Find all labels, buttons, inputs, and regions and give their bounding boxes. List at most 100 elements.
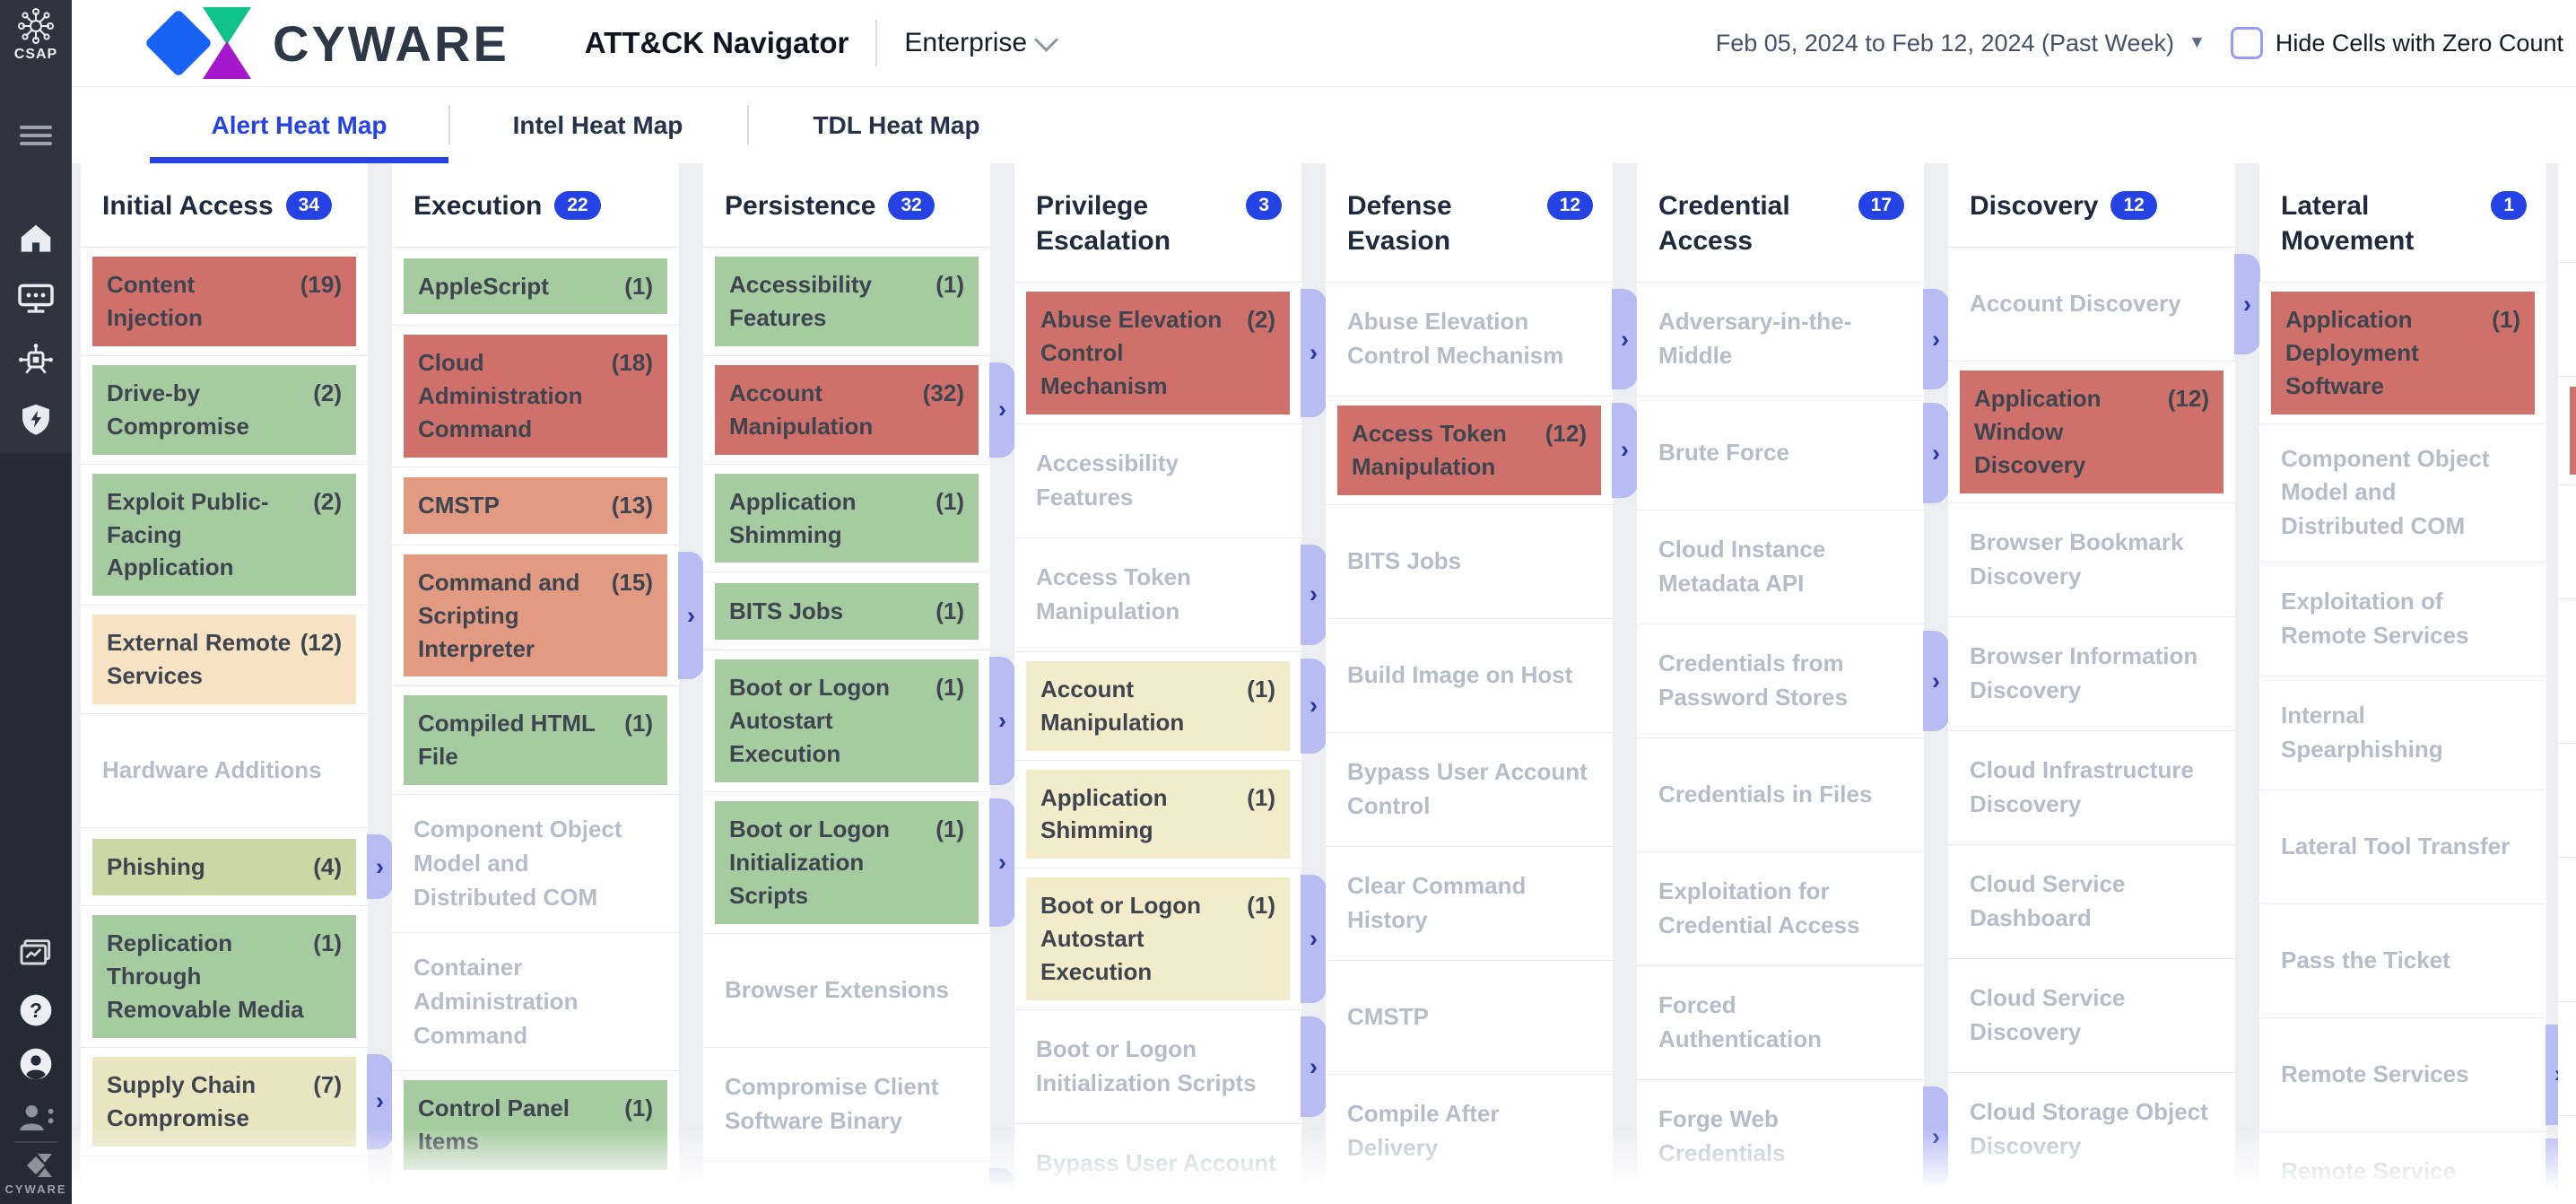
expand-subtechniques-tab[interactable]: › (1301, 544, 1327, 645)
technique-row[interactable]: Accessibility Features (1) (703, 247, 990, 355)
technique-row[interactable]: Trusted Relationship (81, 1155, 368, 1204)
technique-cell[interactable]: Application Shimming (1) (715, 473, 979, 563)
technique-row[interactable]: Content Injection (19) (81, 247, 368, 355)
expand-subtechniques-tab[interactable]: › (1301, 658, 1327, 754)
technique-row[interactable]: Account Manipulation (32) › (703, 354, 1015, 464)
menu-icon[interactable] (0, 126, 72, 145)
technique-row[interactable]: Clear Command History (1326, 845, 1613, 960)
technique-row[interactable]: Application Shimming (1) (1014, 759, 1301, 868)
expand-subtechniques-tab[interactable]: › (989, 1167, 1015, 1204)
technique-row[interactable]: Account Discovery › (1948, 247, 2260, 361)
technique-row[interactable]: Compiled HTML File (1326, 1187, 1613, 1204)
expand-subtechniques-tab[interactable]: › (1301, 289, 1327, 417)
technique-cell[interactable]: Phishing (4) (92, 838, 356, 895)
technique-cell[interactable]: Application Window Discovery (12) (1960, 371, 2224, 493)
tab-tdl-heat-map[interactable]: TDL Heat Map (747, 87, 1046, 163)
technique-row[interactable]: Account Manipulation (1) › (1014, 650, 1327, 760)
user-settings-icon[interactable] (0, 1102, 72, 1134)
expand-subtechniques-tab[interactable]: › (1301, 1016, 1327, 1118)
technique-row[interactable]: Control Panel Items (1) (392, 1070, 679, 1180)
technique-row[interactable]: Cloud Administration Command (18) (392, 325, 679, 467)
technique-cell[interactable]: Exploit Public-Facing Application (2) (92, 473, 356, 597)
expand-subtechniques-tab[interactable]: › (1923, 1086, 1949, 1187)
technique-row[interactable]: Exploitation for Credential Access (1637, 851, 1924, 965)
technique-cell[interactable]: Control Panel Items (1) (404, 1080, 667, 1171)
home-icon[interactable] (0, 222, 72, 253)
technique-row[interactable]: Boot or Logon Initialization Scripts (1) › (703, 791, 1015, 933)
technique-row[interactable]: Hardware Additions (81, 713, 368, 828)
technique-row[interactable]: Component Object Model and Distributed C… (2259, 423, 2546, 562)
technique-row[interactable]: Abuse Elevation Control Mechanism (2) › (1014, 282, 1327, 423)
technique-cell[interactable]: AppleScript (1) (404, 257, 667, 315)
profile-icon[interactable] (0, 1046, 72, 1082)
technique-row[interactable]: Browser Extensions (703, 932, 990, 1047)
technique-row[interactable]: Browser Bookmark Discovery (1948, 502, 2235, 616)
technique-row[interactable]: Lateral Tool Transfer (2259, 789, 2546, 903)
technique-row[interactable]: Exploit Public-Facing Application (2) (81, 463, 368, 606)
expand-subtechniques-tab[interactable]: › (2234, 254, 2260, 354)
expand-subtechniques-tab[interactable]: › (678, 551, 704, 680)
technique-row[interactable]: Cloud Storage Object Discovery (1948, 1071, 2235, 1186)
technique-row[interactable]: Bypass User Account Control (1014, 1123, 1301, 1204)
reports-icon[interactable] (0, 938, 72, 971)
technique-row[interactable]: Container Administration Command (392, 932, 679, 1071)
technique-cell[interactable]: External Remote Services (12) (92, 615, 356, 705)
technique-row[interactable]: Forge Web Credentials › (1637, 1079, 1949, 1193)
technique-row[interactable]: Internal Spearphishing (2259, 675, 2546, 790)
expand-subtechniques-tab[interactable]: › (1301, 875, 1327, 1004)
technique-row[interactable]: Application Shimming (1) (703, 463, 990, 572)
technique-cell[interactable]: Account Manipulation (32) (715, 364, 979, 455)
technique-row[interactable]: Brute Force › (1637, 396, 1949, 510)
technique-cell[interactable]: Command and Scripting Interpreter (15) (404, 554, 667, 677)
technique-row[interactable]: Compiled HTML File (1) (392, 685, 679, 795)
technique-row[interactable]: Boot or Logon Initialization Scripts › (1014, 1009, 1327, 1124)
technique-row[interactable]: CMSTP (13) (392, 466, 679, 545)
technique-row[interactable]: Cloud Instance Metadata API (1637, 510, 1924, 624)
technique-row[interactable]: Browser Information Discovery (1948, 615, 2235, 730)
expand-subtechniques-tab[interactable]: › (1612, 289, 1638, 389)
technique-row[interactable]: Application Window Discovery (12) (1948, 361, 2235, 502)
technique-row[interactable]: Forced Authentication (1637, 965, 1924, 1079)
date-caret-icon[interactable]: ▼ (2189, 33, 2206, 52)
technique-row[interactable]: Remote Services› (2259, 1016, 2572, 1131)
technique-row[interactable]: Cloud Infrastructure Discovery (1948, 729, 2235, 844)
technique-cell[interactable]: BITS Jobs (1) (715, 582, 979, 640)
technique-row[interactable]: External Remote Services (12) (81, 605, 368, 714)
technique-cell[interactable]: Application Shimming (1) (1026, 769, 1290, 859)
technique-row[interactable]: Container and Resource Discovery (1948, 1185, 2235, 1204)
technique-row[interactable]: Cloud Service Discovery (1948, 957, 2235, 1072)
technique-cell[interactable]: Content Injection (19) (92, 257, 356, 346)
technique-row[interactable]: Access Token Manipulation (12) › (1326, 396, 1638, 504)
date-range-selector[interactable]: Feb 05, 2024 to Feb 12, 2024 (Past Week) (1715, 29, 2175, 57)
expand-subtechniques-tab[interactable]: › (989, 362, 1015, 458)
technique-cell[interactable]: Replication Through Removable Media (1) (92, 915, 356, 1038)
technique-row[interactable]: Create Account› (703, 1160, 1015, 1204)
technique-row[interactable]: Hooking (1637, 1193, 1924, 1204)
expand-subtechniques-tab[interactable]: › (367, 834, 393, 900)
technique-cell[interactable]: Accessibility Features (1) (715, 257, 979, 346)
technique-row[interactable]: Adversary-in-the-Middle › (1637, 282, 1949, 396)
technique-cell[interactable]: Application Deployment Software (1) (2271, 292, 2535, 414)
help-icon[interactable]: ? (0, 992, 72, 1028)
technique-cell[interactable]: Account Manipulation (1) (1026, 660, 1290, 751)
technique-row[interactable]: BITS Jobs (1) (703, 571, 990, 650)
expand-subtechniques-tab[interactable]: › (989, 657, 1015, 786)
technique-row[interactable]: CMSTP (1326, 959, 1613, 1074)
technique-cell[interactable]: Boot or Logon Initialization Scripts (1) (715, 801, 979, 924)
technique-row[interactable]: Pass the Ticket (2259, 903, 2546, 1017)
technique-cell[interactable]: Supply Chain Compromise (7) (92, 1056, 356, 1147)
technique-row[interactable]: BITS Jobs (1326, 503, 1613, 618)
technique-row[interactable]: Component Object Model and Distributed C… (392, 794, 679, 933)
technique-row[interactable]: Remote Service Session Hijacking› (2259, 1130, 2572, 1204)
technique-row[interactable]: Compile After Delivery (1326, 1073, 1613, 1188)
technique-row[interactable]: Phishing (4) › (81, 827, 393, 906)
technique-row[interactable]: Credentials from Password Stores › (1637, 624, 1949, 737)
dashboard-icon[interactable] (0, 284, 72, 314)
technique-row[interactable]: Replication Through Removable Media (1) (81, 905, 368, 1047)
technique-row[interactable]: Application Deployment Software (1) (2259, 282, 2546, 423)
technique-row[interactable]: Credentials in Files (1637, 737, 1924, 851)
technique-cell[interactable]: Boot or Logon Autostart Execution (1) (1026, 877, 1290, 1001)
tab-intel-heat-map[interactable]: Intel Heat Map (448, 87, 747, 163)
technique-cell[interactable]: Drive-by Compromise (2) (92, 364, 356, 455)
domain-selector[interactable]: Enterprise (904, 27, 1059, 58)
